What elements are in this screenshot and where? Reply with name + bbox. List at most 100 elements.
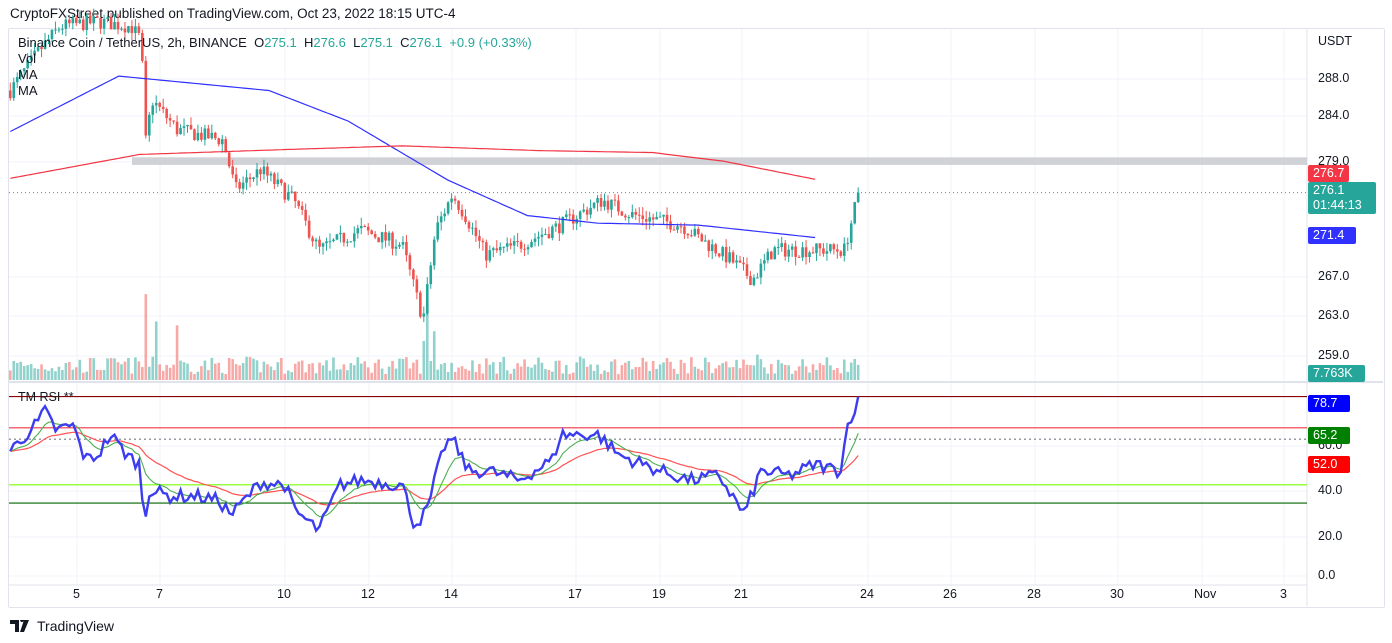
candle-body	[603, 200, 606, 207]
candle-body	[648, 217, 651, 222]
legend-vol[interactable]: Vol	[18, 51, 37, 66]
candle-body	[286, 192, 290, 200]
candle-body	[498, 246, 502, 251]
volume-bar	[335, 369, 339, 380]
rsi-signal-label: 65.2	[1308, 427, 1350, 444]
candle-body	[147, 114, 151, 136]
volume-bar	[224, 374, 228, 380]
volume-bar	[33, 368, 36, 380]
candle-body	[578, 211, 582, 219]
candle-body	[495, 248, 499, 251]
candle-body	[564, 214, 568, 217]
candle-body	[394, 246, 398, 249]
candle-body	[311, 237, 314, 242]
volume-bar	[502, 356, 506, 380]
rsi-slow-line	[10, 431, 859, 506]
candle-body	[516, 241, 519, 243]
volume-bar	[582, 358, 585, 380]
volume-bar	[113, 358, 116, 380]
symbol-title[interactable]: Binance Coin / TetherUS, 2h, BINANCE	[18, 35, 247, 50]
volume-bar	[439, 364, 443, 380]
candle-body	[432, 239, 436, 266]
candle-body	[756, 277, 759, 279]
rsi-line	[9, 396, 860, 533]
volume-bar	[238, 365, 241, 380]
volume-bar	[210, 357, 214, 380]
volume-bar	[154, 321, 158, 380]
volume-bar	[300, 360, 304, 380]
candle-body	[231, 166, 234, 175]
volume-bar	[592, 370, 596, 380]
volume-bar	[533, 364, 537, 380]
candle-body	[596, 198, 599, 203]
legend-ma2[interactable]: MA	[18, 83, 38, 98]
volume-bar	[276, 362, 280, 380]
candle-body	[405, 241, 408, 256]
candle-body	[332, 239, 335, 242]
tradingview-logo[interactable]: TradingView	[10, 618, 114, 634]
candle-body	[749, 275, 752, 286]
candle-body	[589, 207, 592, 215]
price-tick: 284.0	[1318, 108, 1350, 122]
candle-body	[710, 244, 714, 252]
volume-bar	[547, 369, 551, 380]
candle-body	[280, 179, 283, 184]
candle-body	[116, 21, 120, 30]
volume-bar	[415, 359, 419, 380]
candle-body	[467, 222, 471, 229]
legend-ma1[interactable]: MA	[18, 67, 38, 82]
candle-body	[412, 269, 415, 280]
volume-bar	[728, 367, 731, 380]
volume-bar	[443, 362, 446, 380]
candle-body	[120, 28, 123, 30]
volume-bar	[606, 371, 610, 380]
volume-bar	[763, 367, 766, 380]
candle-body	[40, 47, 43, 50]
volume-bar	[88, 357, 92, 380]
price-tick: 288.0	[1318, 71, 1350, 85]
candle-body	[106, 17, 109, 19]
candle-body	[8, 90, 12, 99]
date-tick: 5	[73, 587, 80, 601]
volume-bar	[516, 363, 519, 380]
candle-body	[377, 237, 380, 243]
volume-bar	[749, 365, 752, 380]
open-label: O	[254, 35, 265, 50]
candle-body	[540, 234, 544, 237]
candle-body	[22, 68, 26, 72]
candle-body	[523, 248, 526, 250]
volume-bar	[815, 369, 818, 380]
candle-body	[151, 105, 155, 115]
volume-bar	[856, 364, 860, 380]
candle-body	[342, 232, 346, 243]
candle-body	[672, 229, 676, 231]
volume-bar	[71, 369, 75, 380]
candle-body	[99, 17, 102, 29]
candle-body	[697, 228, 700, 235]
candle-body	[679, 226, 683, 228]
volume-bar	[794, 370, 797, 380]
candle-body	[561, 216, 565, 234]
volume-bar	[770, 364, 773, 380]
price-tick: 263.0	[1318, 308, 1350, 322]
volume-bar	[540, 362, 544, 380]
candle-body	[325, 241, 328, 244]
candle-body	[276, 179, 280, 185]
candle-body	[189, 124, 193, 130]
volume-bar	[339, 369, 342, 380]
candle-body	[273, 173, 276, 185]
candle-body	[662, 214, 665, 217]
volume-bar	[585, 366, 589, 380]
candle-body	[88, 15, 92, 24]
volume-bar	[613, 359, 617, 380]
volume-bar	[8, 370, 12, 380]
candle-body	[585, 209, 589, 215]
candle-body	[137, 26, 141, 33]
candle-body	[728, 252, 731, 263]
volume-bar	[446, 372, 450, 380]
candle-body	[752, 277, 756, 286]
legend-rsi[interactable]: TM RSI **	[18, 390, 74, 404]
volume-bar	[304, 372, 307, 380]
candle-body	[801, 247, 804, 258]
